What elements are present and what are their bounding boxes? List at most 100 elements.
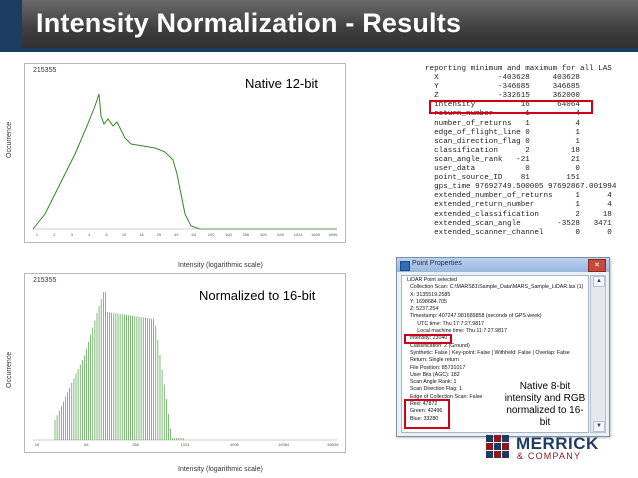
x-tick-label: 400: [260, 232, 267, 237]
las-report-line: extended_classification 2 18: [425, 210, 612, 219]
x-tick-label: 25: [156, 232, 162, 237]
chart1-plot: [32, 93, 337, 230]
x-tick-label: 4096: [229, 442, 239, 447]
dialog-note: Native 8-bit intensity and RGB normalize…: [504, 381, 586, 428]
x-tick-label: 6: [105, 232, 108, 237]
dialog-scrollbar[interactable]: ▲ ▼: [590, 275, 606, 433]
chart1-max-label: 215355: [33, 67, 57, 74]
chart1-x-ticks: 1 2 3 4 6 10 16 25 40 64 100 160 256 400 640 1024 1600 40…: [25, 232, 345, 240]
x-tick-label: 100: [207, 232, 215, 237]
x-tick-label: 16384: [278, 442, 290, 447]
point-property-line: Y: 1698684.705: [407, 298, 447, 305]
las-report-line: extended_number_of_returns 1 4: [425, 192, 612, 201]
x-tick-label: 4: [88, 232, 91, 237]
logo-company-name: MERRICK: [516, 434, 599, 453]
chart1-annotation: Native 12-bit: [243, 76, 320, 91]
chart2-max-label: 215355: [33, 277, 57, 284]
point-property-line: Intensity: 23040: [407, 335, 448, 342]
las-report-line: classification 2 18: [425, 146, 580, 155]
normalized-16bit-histogram: 215355 Normalized to 16-bit 16 64 256 1024 4…: [24, 273, 346, 453]
chart2-xlabel: Intensity (logarithmic scale): [178, 466, 263, 473]
merrick-logo: MERRICK & COMPANY: [486, 432, 626, 462]
las-report-line: scan_angle_rank -21 21: [425, 155, 580, 164]
las-report-line: Z -332615 362000: [425, 92, 580, 101]
las-report-line: number_of_returns 1 4: [425, 119, 580, 128]
x-tick-label: 256: [132, 442, 139, 447]
point-property-line: LiDAR Point selected: [407, 277, 458, 283]
las-report-line: X -403628 403628: [425, 74, 580, 83]
chart1-xlabel: Intensity (logarithmic scale): [178, 262, 263, 269]
logo-company-sub: & COMPANY: [517, 451, 582, 461]
point-property-line: Blue: 33280: [407, 415, 439, 422]
x-tick-label: 16: [139, 232, 144, 237]
dialog-titlebar[interactable]: Point Properties ✕: [397, 258, 609, 272]
x-tick-label: 3: [70, 232, 73, 237]
point-property-line: Z: 5237.254: [407, 306, 439, 313]
x-tick-label: 1: [35, 232, 39, 237]
las-report-line: scan_direction_flag 0 1: [425, 137, 580, 146]
point-properties-text: LiDAR Point selected Collection Scan: C:…: [407, 277, 583, 423]
point-property-line: Local machine time: Thu 11:7:27.9817: [407, 328, 507, 335]
las-report-line: extended_scan_angle -3528 3471: [425, 219, 612, 228]
scroll-down-icon[interactable]: ▼: [593, 421, 605, 432]
chart2-plot: [33, 292, 337, 441]
point-property-line: Timestamp: 407247.981689858 (seconds of …: [407, 313, 542, 320]
las-report-line: intensity 16 64064: [425, 101, 580, 110]
x-tick-label: 10: [121, 232, 127, 237]
header-left-bar: [0, 0, 22, 52]
x-tick-label: 40: [174, 232, 179, 237]
x-tick-label: 256: [242, 232, 250, 237]
slide-title: Intensity Normalization - Results: [36, 8, 462, 38]
app-icon: [400, 261, 410, 271]
las-report-line: user_data 0 0: [425, 165, 580, 174]
x-tick-label: 4096: [328, 232, 338, 237]
x-tick-label: 1024: [180, 442, 190, 447]
rgb-highlight: [404, 399, 450, 429]
point-property-line: Classification: 2 (Ground): [407, 342, 470, 349]
las-report-line: point_source_ID 81 151: [425, 174, 580, 183]
dialog-body: LiDAR Point selected Collection Scan: C:…: [401, 275, 589, 433]
x-tick-label: 640: [277, 232, 285, 237]
point-property-line: Edge of Collection Scan: False: [407, 393, 483, 400]
point-property-line: Scan Angle Rank: 1: [407, 379, 457, 386]
x-tick-label: 2: [53, 232, 56, 237]
x-tick-label: 16: [34, 442, 40, 447]
las-report-line: Y -346685 346685: [425, 83, 580, 92]
las-report-line: reporting minimum and maximum for all LA…: [425, 65, 612, 73]
chart2-annotation: Normalized to 16-bit: [197, 288, 318, 303]
point-property-line: File Position: 85731017: [407, 364, 466, 371]
point-property-line: Scan Direction Flag: 1: [407, 386, 463, 393]
chart2-ylabel: Occurrence: [6, 351, 13, 388]
point-properties-dialog: Point Properties ✕ LiDAR Point selected …: [396, 257, 610, 437]
histogram-line: [32, 93, 337, 230]
point-property-line: Green: 42496: [407, 408, 443, 415]
point-property-line: Red: 47872: [407, 401, 438, 408]
header-stripe: [0, 48, 638, 52]
point-property-line: Collection Scan: C:\MARS81\Sample_Data\M…: [407, 284, 584, 291]
point-property-line: X: 3135519.2585: [407, 291, 451, 298]
point-property-line: UTC time: Thu 17:7:27.9817: [407, 320, 485, 327]
point-property-line: Return: Single return: [407, 357, 459, 364]
las-report-line: extended_return_number 1 4: [425, 201, 612, 210]
las-report-line: return_number 1 4: [425, 110, 580, 119]
x-tick-label: 160: [225, 232, 232, 237]
dialog-title: Point Properties: [412, 260, 462, 267]
x-tick-label: 65536: [327, 442, 339, 447]
scroll-up-icon[interactable]: ▲: [593, 276, 605, 287]
native-12bit-histogram: 215355 Native 12-bit 1 2 3 4 6 10 16 25 40 64 100 1…: [24, 63, 346, 243]
point-property-line: Synthetic: False | Key-point: False | Wi…: [407, 349, 570, 356]
x-tick-label: 1024: [293, 232, 303, 237]
las-report-line: extended_scanner_channel 0 0: [425, 228, 612, 237]
point-property-line: User Bits (AGC): 182: [407, 371, 460, 378]
chart2-x-ticks: 16 64 256 1024 4096 16384 65536: [25, 442, 345, 450]
intensity-value-highlight: [404, 334, 452, 344]
intensity-highlight-box: [429, 100, 593, 114]
x-tick-label: 64: [84, 442, 89, 447]
slide-header: Intensity Normalization - Results: [0, 0, 638, 52]
las-report-line: edge_of_flight_line 0 1: [425, 128, 580, 137]
logo-mark-icon: [486, 435, 510, 459]
x-tick-label: 64: [191, 232, 196, 237]
las-report-line: gps_time 97692749.500005 97692867.001994: [425, 183, 617, 192]
close-button[interactable]: ✕: [588, 259, 606, 272]
chart1-ylabel: Occurrence: [6, 121, 13, 158]
